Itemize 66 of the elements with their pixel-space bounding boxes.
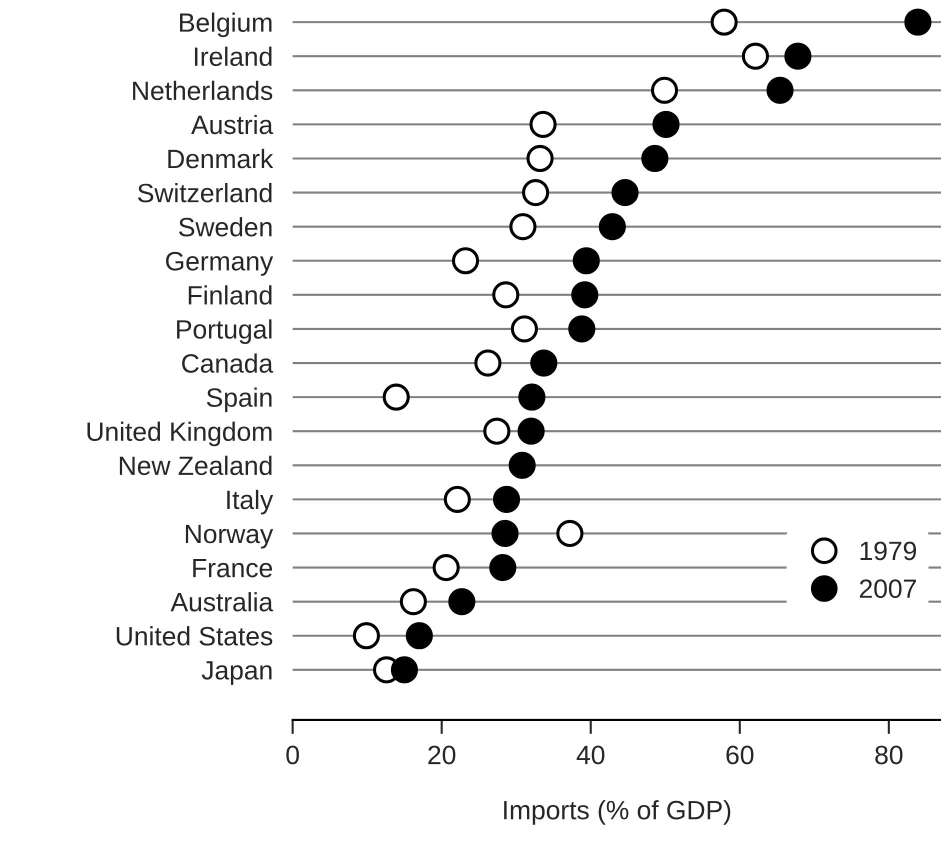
point — [352, 622, 380, 650]
point — [766, 76, 794, 104]
x-tick-label: 40 — [576, 746, 604, 764]
point — [710, 8, 738, 36]
point — [448, 588, 476, 616]
point — [742, 42, 769, 70]
y-tick-label: France — [193, 558, 272, 578]
y-tick-label: Switzerland — [138, 183, 272, 202]
point — [522, 179, 550, 206]
point — [474, 349, 502, 377]
y-tick-label: Finland — [188, 285, 272, 305]
x-tick-label: 60 — [726, 746, 754, 764]
point — [400, 588, 427, 616]
y-tick-label: Japan — [202, 661, 272, 685]
x-tick-label: 20 — [428, 746, 456, 764]
point — [784, 42, 812, 70]
y-tick-label: Spain — [206, 388, 272, 412]
point — [452, 247, 480, 274]
point — [568, 315, 596, 342]
point — [598, 213, 626, 240]
point — [492, 281, 520, 308]
point — [652, 110, 680, 138]
point — [406, 622, 433, 650]
point — [518, 418, 545, 445]
y-tick-label: Portugal — [177, 319, 272, 344]
point — [483, 418, 510, 445]
y-tick-label: Netherlands — [133, 80, 272, 100]
point — [382, 384, 410, 411]
y-tick-label: Norway — [186, 524, 274, 549]
point — [556, 520, 584, 548]
y-tick-label: New Zealand — [120, 456, 272, 476]
x-tick-label: 0 — [286, 746, 299, 764]
point — [509, 213, 536, 240]
x-axis-title: Imports (% of GDP) — [504, 800, 730, 825]
y-tick-label: United Kingdom — [87, 422, 272, 446]
point — [444, 486, 471, 513]
point — [641, 144, 668, 172]
point — [904, 8, 932, 36]
y-tick-label: Sweden — [179, 217, 272, 236]
point — [390, 656, 418, 684]
y-tick-label: Austria — [191, 114, 274, 134]
x-tick-label: 80 — [875, 746, 902, 764]
y-tick-label: Italy — [227, 490, 274, 514]
point — [611, 179, 639, 206]
point — [571, 281, 598, 308]
point — [572, 247, 600, 274]
point — [489, 554, 516, 582]
point — [491, 520, 519, 548]
point — [529, 110, 557, 138]
legend-label: 2007 — [860, 579, 916, 598]
point — [508, 452, 536, 479]
legend-label: 1979 — [860, 542, 916, 560]
point — [530, 349, 558, 377]
y-tick-label: Canada — [182, 353, 274, 373]
y-tick-label: United States — [116, 626, 272, 646]
point — [492, 486, 520, 513]
point — [526, 144, 554, 172]
y-tick-label: Belgium — [180, 12, 272, 38]
point — [518, 384, 546, 411]
point — [650, 76, 678, 104]
point — [432, 554, 460, 582]
y-tick-label: Australia — [170, 592, 274, 612]
y-tick-label: Ireland — [194, 46, 272, 66]
y-tick-label: Germany — [166, 252, 274, 276]
point — [510, 315, 538, 342]
y-tick-label: Denmark — [168, 148, 274, 168]
